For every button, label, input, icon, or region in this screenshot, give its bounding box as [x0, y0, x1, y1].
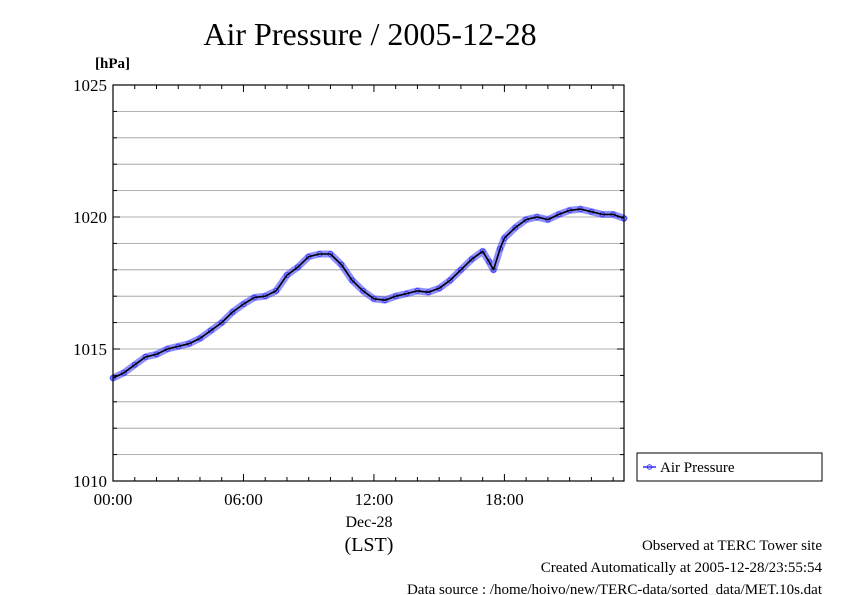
data-point: [284, 272, 290, 278]
data-point: [338, 261, 345, 268]
series-band: [109, 205, 628, 382]
x-tick-label: 06:00: [224, 490, 263, 509]
data-point: [468, 256, 475, 263]
x-tick-label: 00:00: [94, 490, 133, 509]
data-point: [555, 211, 562, 218]
y-tick-labels: 1010 1015 1020 1025: [73, 76, 107, 491]
x-tick-label: 12:00: [355, 490, 394, 509]
data-point: [479, 248, 486, 255]
chart-title: Air Pressure / 2005-12-28: [203, 16, 536, 52]
x-tick-label: 18:00: [485, 490, 524, 509]
legend: Air Pressure: [636, 452, 823, 482]
data-point: [447, 277, 453, 284]
data-point: [436, 285, 443, 292]
series-line: [112, 208, 625, 379]
y-axis-unit: [hPa]: [95, 56, 130, 72]
axis-ticks: [112, 84, 624, 482]
x-axis-label: (LST): [345, 534, 394, 556]
data-point: [512, 224, 519, 231]
data-point: [208, 327, 214, 334]
data-point: [458, 266, 464, 273]
legend-box: [636, 452, 823, 482]
grid-lines: [113, 111, 624, 456]
data-point: [218, 319, 225, 326]
y-tick-label: 1015: [73, 340, 107, 359]
data-point: [229, 309, 236, 315]
footer-line-1: Observed at TERC Tower site: [642, 538, 822, 554]
legend-swatch-marker: [646, 464, 653, 470]
data-point: [240, 301, 247, 307]
y-tick-label: 1010: [73, 472, 107, 491]
x-tick-labels: 00:00 06:00 12:00 18:00: [94, 490, 524, 509]
legend-label: Air Pressure: [660, 460, 735, 476]
series-layer: [109, 205, 628, 382]
data-point: [273, 288, 279, 294]
data-point: [294, 264, 301, 271]
data-point: [121, 369, 127, 376]
data-point: [486, 259, 493, 265]
footer-line-3: Data source : /home/hoivo/new/TERC-data/…: [407, 582, 823, 595]
data-point: [501, 235, 508, 241]
data-point: [197, 335, 203, 342]
data-point: [360, 288, 366, 294]
y-tick-label: 1020: [73, 208, 107, 227]
footer-line-2: Created Automatically at 2005-12-28/23:5…: [541, 560, 823, 576]
x-date-label: Dec-28: [345, 514, 392, 531]
y-tick-label: 1025: [73, 76, 107, 95]
plot-frame: [112, 84, 625, 482]
data-point: [131, 361, 138, 368]
data-point: [349, 277, 356, 284]
